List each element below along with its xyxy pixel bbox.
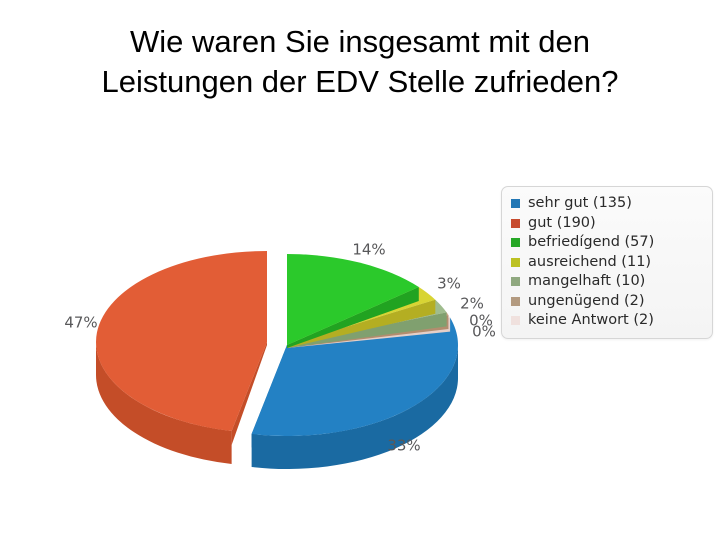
legend-item-mangelhaft: mangelhaft (10) — [511, 272, 704, 292]
pie-slice-sehr-gut — [251, 317, 458, 436]
chart-title-line1: Wie waren Sie insgesamt mit den — [129, 24, 591, 59]
legend-label-ungen-gend: ungenügend (2) — [528, 292, 645, 309]
legend-swatch-ungen-gend — [511, 296, 520, 306]
pie-edge-gut — [231, 342, 267, 446]
legend-item-keine-antwort: keine Antwort (2) — [511, 311, 704, 331]
percent-label-befried-gend: 14% — [352, 240, 386, 259]
percent-label-gut: 47% — [64, 313, 98, 332]
percent-label-ungen-gend: 0% — [469, 311, 493, 330]
legend-swatch-sehr-gut — [511, 199, 520, 209]
percent-label-sehr-gut: 33% — [387, 436, 421, 455]
pie-edge-mangelhaft — [287, 312, 447, 348]
percent-label-ausreichend: 3% — [437, 274, 461, 293]
pie-edge-ausreichend — [287, 299, 436, 348]
percent-label-keine-antwort: 0% — [472, 322, 496, 341]
percent-label-mangelhaft: 2% — [460, 294, 484, 313]
legend: sehr gut (135) gut (190) befriedígend (57)… — [501, 186, 713, 339]
pie-slice-gut — [96, 251, 267, 432]
legend-item-befried-gend: befriedígend (57) — [511, 233, 704, 253]
legend-item-ungen-gend: ungenügend (2) — [511, 292, 704, 312]
legend-label-mangelhaft: mangelhaft (10) — [528, 273, 646, 290]
legend-label-sehr-gut: sehr gut (135) — [528, 195, 632, 212]
pie-edge-befried-gend — [287, 287, 419, 348]
legend-item-sehr-gut: sehr gut (135) — [511, 194, 704, 214]
legend-swatch-mangelhaft — [511, 277, 520, 287]
legend-item-ausreichend: ausreichend (11) — [511, 253, 704, 273]
legend-swatch-keine-antwort — [511, 316, 520, 326]
pie-wall-gut — [96, 342, 232, 465]
legend-label-befried-gend: befriedígend (57) — [528, 234, 655, 251]
pie-wall-sehr-gut — [251, 345, 458, 469]
chart-title: Wie waren Sie insgesamt mit den Leistung… — [0, 22, 720, 102]
legend-label-keine-antwort: keine Antwort (2) — [528, 312, 654, 329]
chart-title-line2: Leistungen der EDV Stelle zufrieden? — [101, 64, 619, 99]
legend-swatch-ausreichend — [511, 257, 520, 267]
legend-swatch-gut — [511, 218, 520, 228]
legend-label-gut: gut (190) — [528, 214, 596, 231]
legend-swatch-befried-gend — [511, 238, 520, 248]
pie-slice-befried-gend — [287, 254, 419, 345]
legend-label-ausreichend: ausreichend (11) — [528, 253, 652, 270]
legend-item-gut: gut (190) — [511, 214, 704, 234]
